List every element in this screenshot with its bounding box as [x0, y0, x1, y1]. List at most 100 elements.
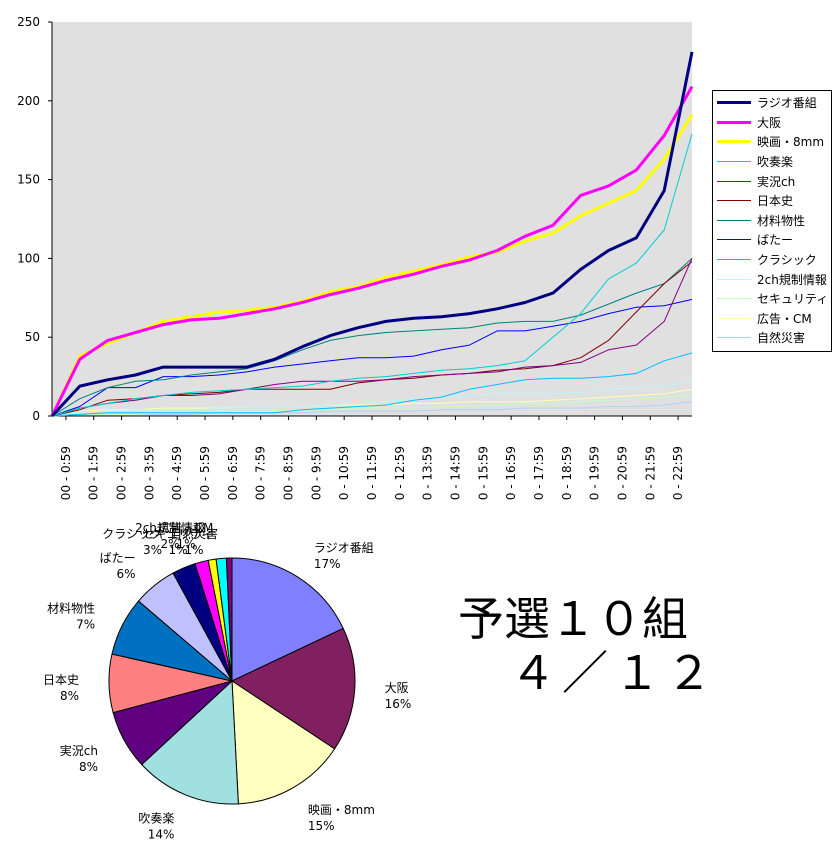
legend-label: 材料物性: [757, 213, 806, 228]
legend-label: クラシック: [757, 253, 817, 268]
series-line-自然災害: [51, 401, 693, 417]
legend-label: 広告・CM: [757, 311, 812, 326]
legend-label: 実況ch: [757, 174, 796, 189]
chart-legend: ラジオ番組大阪映画・8mm 吹奏楽実況ch 日本史材料物性ばたークラシック 2ch規制…: [712, 90, 832, 352]
legend-swatch: [717, 180, 751, 182]
series-line-2ch規制情報: [51, 380, 693, 417]
y-tick-label: 150: [17, 173, 40, 187]
heading-line-1: 予選１０組: [458, 592, 688, 646]
pie-chart: ラジオ番組 17% 大阪 16% 映画・8mm 15% 吹奏楽 14% 実況ch 8% 日本史 8% 材…: [43, 520, 412, 842]
legend-label: 大阪: [757, 115, 782, 130]
y-tick-label: 250: [17, 15, 40, 29]
legend-item: 映画・8mm: [713, 132, 831, 152]
legend-item: 広告・CM: [713, 309, 831, 329]
series-line-映画・8mm: [50, 114, 694, 417]
x-tick-label: 15:00 - 15:59: [476, 446, 490, 500]
legend-swatch: [717, 239, 751, 241]
x-tick-label: 1:00 - 1:59: [87, 446, 101, 500]
legend-item: ラジオ番組: [713, 93, 831, 113]
pie-label-name: 自然災害: [170, 526, 218, 541]
pie-label-pct: 15%: [308, 819, 335, 833]
pie-label-name: 吹奏楽: [138, 812, 174, 826]
legend-swatch: [717, 259, 751, 261]
pie-label-pct: 8%: [60, 689, 79, 703]
page-heading: 予選１０組 ４／１２: [458, 592, 798, 700]
legend-swatch: [717, 219, 751, 221]
legend-item: ばたー: [713, 230, 831, 250]
pie-label-name: 広告・CM: [159, 521, 214, 535]
x-tick-label: 5:00 - 5:59: [198, 446, 212, 500]
y-tick-label: 200: [17, 94, 40, 108]
x-tick-label: 0:00 - 0:59: [59, 446, 73, 500]
pie-label-pct: 14%: [148, 828, 175, 842]
legend-swatch: [717, 317, 751, 319]
x-tick-label: 2:00 - 2:59: [115, 446, 129, 500]
legend-label: 日本史: [757, 194, 794, 209]
pie-label-name: 材料物性: [47, 602, 95, 616]
x-tick-label: 7:00 - 7:59: [254, 446, 268, 500]
legend-label: ラジオ番組: [757, 96, 817, 111]
legend-item: 大阪: [713, 113, 831, 133]
pie-label-pct: 8%: [79, 760, 98, 774]
pie-label-pct: 6%: [117, 567, 136, 581]
x-tick-label: 22:00 - 22:59: [671, 446, 685, 500]
x-tick-label: 12:00 - 12:59: [393, 446, 407, 500]
heading-line-2: ４／１２: [510, 646, 718, 700]
pie-label-pct: 16%: [385, 697, 412, 711]
x-tick-label: 8:00 - 8:59: [282, 446, 296, 500]
pie-label-name: ばたー: [100, 551, 136, 565]
pie-slice-吹奏楽: [141, 679, 239, 805]
x-tick-label: 13:00 - 13:59: [421, 446, 435, 500]
legend-item: 日本史: [713, 191, 831, 211]
pie-label-name: 大阪: [385, 681, 409, 695]
legend-swatch: [717, 101, 751, 105]
y-tick-label: 50: [25, 330, 40, 344]
legend-label: 自然災害: [757, 331, 806, 346]
pie-slice-映画・8mm: [231, 680, 336, 805]
legend-label: 吹奏楽: [757, 155, 794, 170]
series-line-材料物性: [51, 258, 693, 417]
series-line-クラシック: [51, 352, 693, 417]
pie-label-pct: 1%: [176, 537, 195, 551]
y-tick-label: 0: [32, 409, 40, 423]
legend-swatch: [717, 298, 751, 300]
pie-label-name: 実況ch: [60, 743, 98, 758]
legend-swatch: [717, 140, 751, 144]
series-line-ばたー: [51, 298, 693, 417]
legend-item: クラシック: [713, 250, 831, 270]
x-tick-label: 16:00 - 16:59: [504, 446, 518, 500]
pie-label-pct: 1%: [168, 543, 187, 557]
legend-label: セキュリティ: [757, 292, 829, 307]
x-tick-label: 6:00 - 6:59: [226, 446, 240, 500]
line-chart: 0 50 100 150 200 250 0:00 - 0:59 1:00 - 1:59 2:0…: [17, 15, 694, 500]
series-line-ラジオ番組: [50, 51, 694, 418]
series-line-吹奏楽: [51, 133, 693, 417]
legend-item: セキュリティ: [713, 289, 831, 309]
x-tick-label: 3:00 - 3:59: [142, 446, 156, 500]
legend-item: 自然災害: [713, 328, 831, 348]
legend-label: 2ch規制情報: [757, 272, 827, 287]
x-tick-label: 17:00 - 17:59: [532, 446, 546, 500]
legend-label: ばたー: [757, 233, 794, 248]
legend-swatch: [717, 337, 751, 339]
plot-area: [52, 22, 692, 416]
pie-label-name: セキュリティ: [142, 527, 213, 541]
pie-slice-ラジオ番組: [231, 557, 344, 682]
pie-label-name: 映画・8mm: [308, 803, 375, 817]
legend-item: 吹奏楽: [713, 152, 831, 172]
pie-label-name: 日本史: [43, 673, 79, 687]
y-tick-label: 100: [17, 251, 40, 265]
x-tick-label: 4:00 - 4:59: [170, 446, 184, 500]
legend-swatch: [717, 120, 751, 124]
x-tick-label: 19:00 - 19:59: [588, 446, 602, 500]
pie-label-pct: 17%: [314, 557, 341, 571]
pie-label-name: 2ch規制情報: [135, 520, 205, 535]
legend-item: 材料物性: [713, 211, 831, 231]
x-tick-label: 14:00 - 14:59: [448, 446, 462, 500]
pie-label-pct: 1%: [184, 543, 203, 557]
pie-slice-大阪: [230, 627, 356, 750]
legend-item: 実況ch: [713, 171, 831, 191]
legend-swatch: [717, 161, 751, 163]
series-line-大阪: [50, 85, 694, 417]
legend-swatch: [717, 200, 751, 202]
